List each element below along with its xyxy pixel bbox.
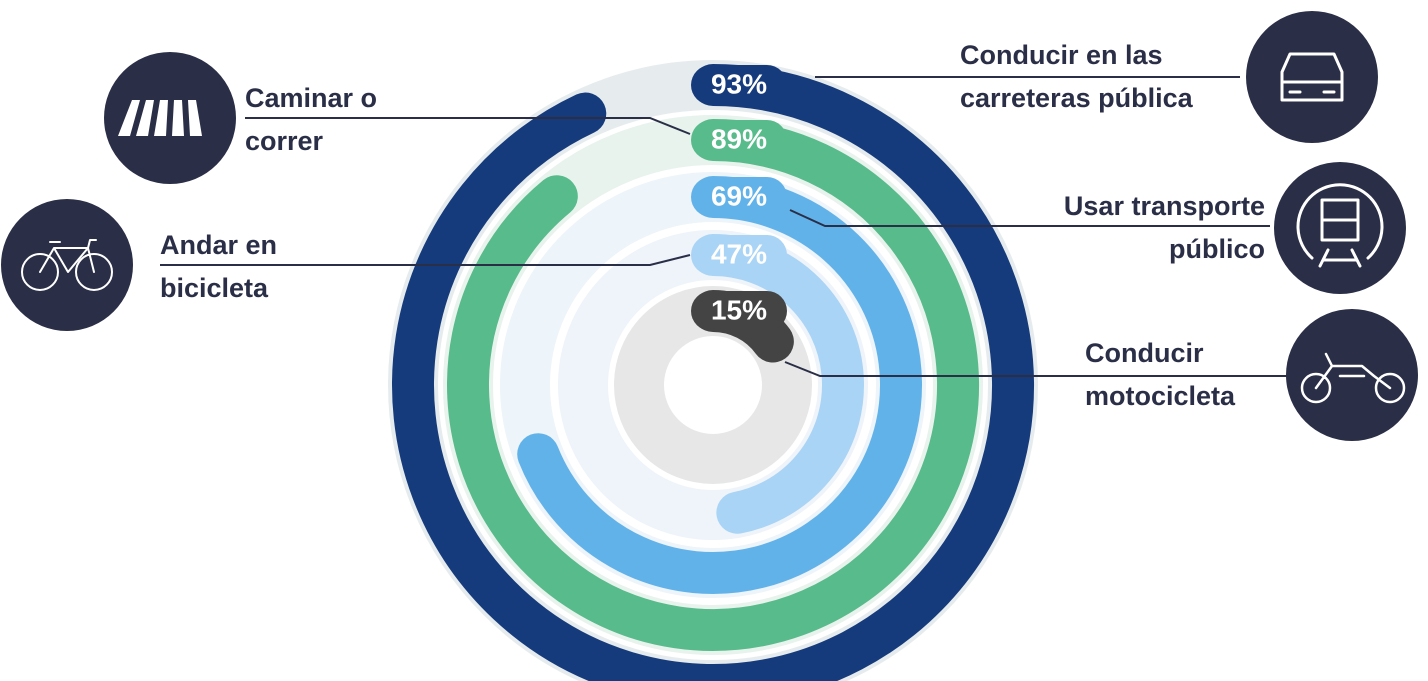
icon-car-shape: [1280, 52, 1344, 102]
category-label: Usar transporte: [1064, 191, 1265, 221]
leader-line: [789, 209, 1270, 227]
arc: [392, 64, 1034, 681]
category-label: Caminar o: [245, 83, 377, 113]
value-pill: [691, 65, 787, 105]
icon-bicycle: [1, 199, 133, 331]
leader-line: [784, 361, 1290, 377]
icon-bicycle-shape: [21, 239, 113, 291]
value-label: 47%: [711, 238, 767, 269]
icon-crosswalk-shape: [118, 100, 202, 136]
rings: 93% 89% 69% 47% 15%: [388, 60, 1038, 681]
category-label: bicicleta: [160, 273, 269, 303]
category-label: público: [1169, 234, 1265, 264]
value-label: 93%: [711, 68, 767, 99]
center-hole: [665, 337, 761, 433]
arc: [447, 119, 979, 651]
category-label: correr: [245, 126, 324, 156]
icon-train-shape: [1296, 183, 1384, 268]
leader-line: [245, 117, 691, 135]
leader-line: [160, 254, 691, 266]
arc: [517, 176, 922, 594]
icon-train: [1274, 162, 1406, 294]
icons: [1, 11, 1418, 441]
callouts: Conducir en las carreteras pública Caminar…: [160, 40, 1290, 411]
category-label: Conducir: [1085, 338, 1204, 368]
icon-motorcycle-shape: [1300, 352, 1406, 404]
value-label: 69%: [711, 180, 767, 211]
category-label: Conducir en las: [960, 40, 1163, 70]
category-label: carreteras pública: [960, 83, 1194, 113]
value-pill: [691, 235, 787, 275]
value-pill: [691, 177, 787, 217]
category-label: Andar en: [160, 230, 277, 260]
value-label: 15%: [711, 294, 767, 325]
value-pill: [691, 120, 787, 160]
icon-car: [1246, 11, 1378, 143]
value-label: 89%: [711, 123, 767, 154]
icon-crosswalk: [104, 52, 236, 184]
category-label: motocicleta: [1085, 381, 1236, 411]
value-pill: [691, 291, 787, 331]
